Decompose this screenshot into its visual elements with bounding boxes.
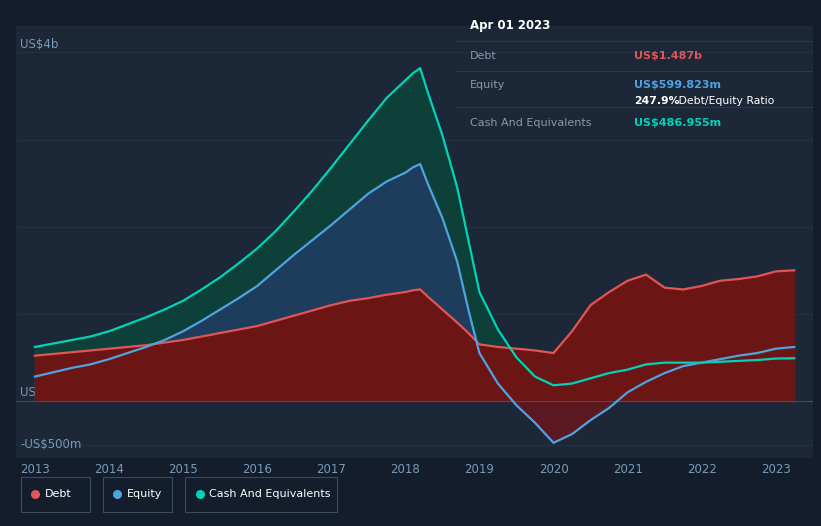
Text: Cash And Equivalents: Cash And Equivalents	[209, 489, 331, 500]
Text: US$4b: US$4b	[21, 38, 59, 50]
Text: Equity: Equity	[127, 489, 163, 500]
Text: Debt/Equity Ratio: Debt/Equity Ratio	[676, 96, 775, 106]
Text: -US$500m: -US$500m	[21, 438, 82, 451]
Text: Cash And Equivalents: Cash And Equivalents	[470, 118, 591, 128]
Text: Apr 01 2023: Apr 01 2023	[470, 19, 550, 32]
Text: Equity: Equity	[470, 80, 505, 90]
Text: US$1.487b: US$1.487b	[635, 51, 702, 61]
Bar	[21, 477, 90, 512]
Text: US$0: US$0	[21, 386, 51, 399]
Bar	[185, 477, 337, 512]
Text: Debt: Debt	[45, 489, 72, 500]
Text: US$486.955m: US$486.955m	[635, 118, 722, 128]
Text: US$599.823m: US$599.823m	[635, 80, 721, 90]
Bar	[103, 477, 172, 512]
Text: Debt: Debt	[470, 51, 497, 61]
Text: 247.9%: 247.9%	[635, 96, 680, 106]
